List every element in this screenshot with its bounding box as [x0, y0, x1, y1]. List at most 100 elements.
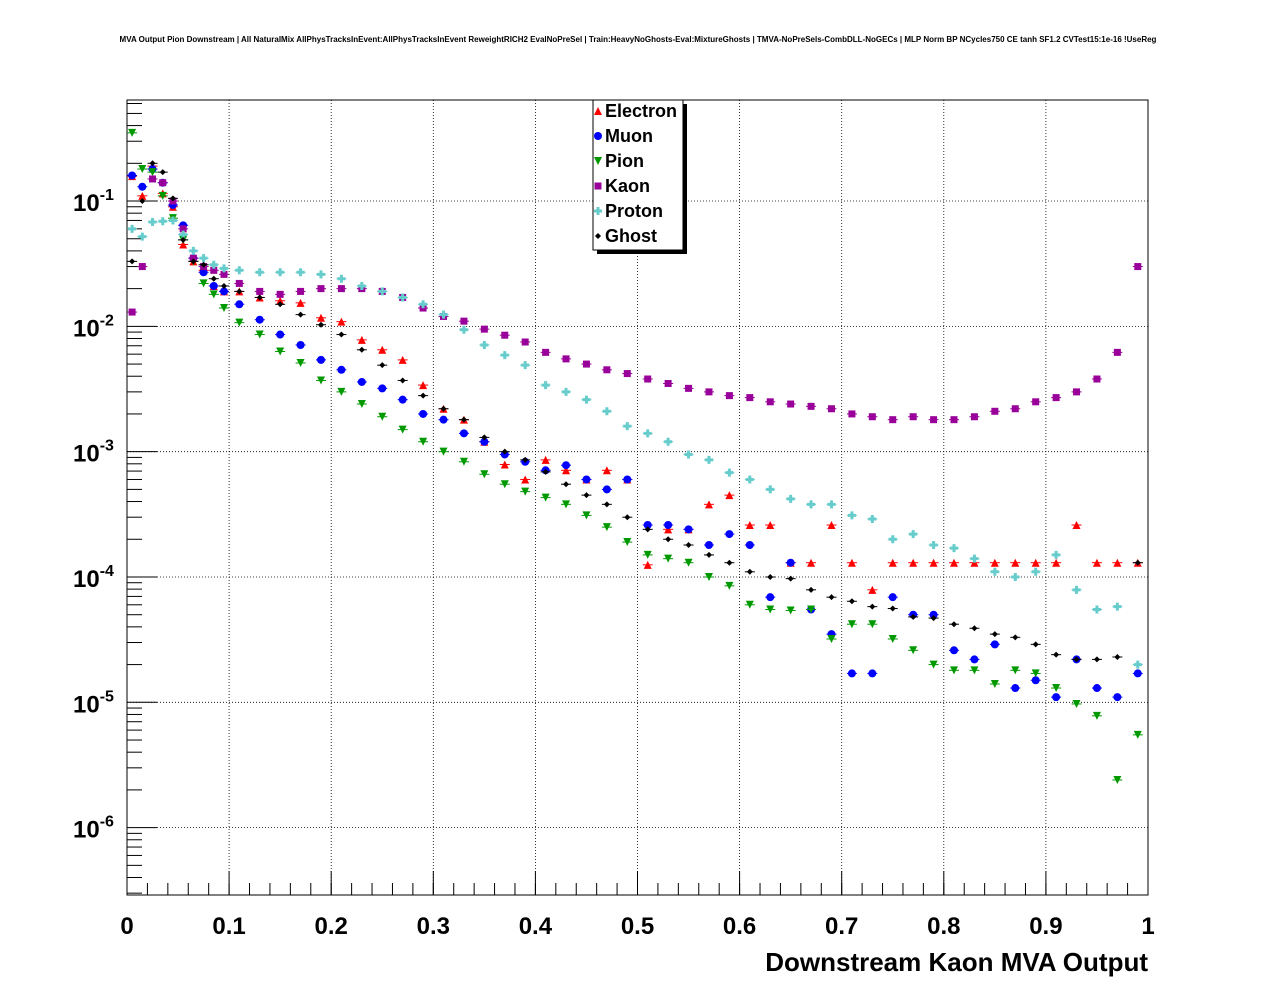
- data-point: [209, 281, 218, 290]
- data-point: [787, 575, 794, 582]
- data-point: [1052, 558, 1061, 567]
- data-point: [168, 216, 177, 225]
- data-point: [664, 520, 673, 529]
- data-point: [460, 317, 468, 325]
- data-point: [220, 282, 227, 289]
- data-point: [562, 466, 571, 475]
- data-point: [868, 620, 877, 629]
- data-point: [256, 294, 263, 301]
- data-point: [643, 429, 652, 438]
- legend-label: Proton: [605, 201, 663, 221]
- data-point: [725, 468, 734, 477]
- data-point: [255, 330, 264, 339]
- series-pion: [127, 128, 1143, 784]
- data-point: [603, 366, 611, 374]
- data-point: [210, 275, 217, 282]
- x-tick-label: 0.6: [723, 913, 756, 940]
- data-point: [786, 606, 795, 615]
- data-point: [480, 470, 489, 479]
- data-point: [1053, 651, 1060, 658]
- data-point: [521, 487, 530, 496]
- data-point: [296, 340, 305, 349]
- data-point: [562, 355, 570, 363]
- data-point: [725, 491, 734, 500]
- data-point: [664, 525, 673, 534]
- data-point: [337, 274, 346, 283]
- data-point: [1092, 558, 1101, 567]
- data-point: [276, 290, 284, 298]
- data-point: [664, 379, 672, 387]
- data-point: [180, 236, 187, 243]
- data-point: [128, 224, 137, 233]
- data-point: [1073, 656, 1080, 663]
- data-point: [684, 525, 693, 534]
- data-point: [684, 450, 693, 459]
- data-point: [807, 500, 816, 509]
- data-point: [129, 258, 136, 265]
- data-point: [970, 655, 979, 664]
- data-point: [158, 191, 167, 200]
- data-point: [909, 558, 918, 567]
- data-point: [158, 217, 167, 226]
- data-point: [379, 362, 386, 369]
- data-point: [1133, 730, 1142, 739]
- legend-label: Ghost: [605, 226, 657, 246]
- data-point: [337, 285, 345, 293]
- data-point: [808, 586, 815, 593]
- data-point: [827, 520, 836, 529]
- data-point: [704, 455, 713, 464]
- data-point: [746, 394, 754, 402]
- data-point: [847, 620, 856, 629]
- data-point: [500, 460, 509, 469]
- data-point: [179, 240, 188, 249]
- data-point: [521, 338, 529, 346]
- data-point: [337, 317, 346, 326]
- data-point: [582, 475, 591, 484]
- y-tick-base: 10: [73, 315, 100, 342]
- x-tick-label: 0.7: [825, 913, 858, 940]
- legend-marker: [595, 233, 601, 239]
- data-point: [316, 313, 325, 322]
- data-point: [889, 416, 897, 424]
- data-point: [439, 310, 448, 319]
- data-point: [159, 169, 166, 176]
- data-point: [888, 635, 897, 644]
- data-point: [190, 258, 197, 265]
- data-point: [869, 603, 876, 610]
- data-point: [220, 270, 228, 278]
- data-point: [970, 666, 979, 675]
- data-point: [623, 422, 632, 431]
- data-point: [848, 598, 855, 605]
- data-point: [1011, 558, 1020, 567]
- data-point: [542, 468, 549, 475]
- data-point: [766, 593, 775, 602]
- axes: 0 0.1 0.2 0.3 0.4 0.5 0.6 0.7 0.8 0.9 110-110-210-…: [73, 103, 1155, 940]
- data-point: [138, 263, 146, 271]
- data-point: [951, 621, 958, 628]
- data-point: [148, 168, 157, 177]
- data-point: [1052, 550, 1061, 559]
- data-point: [644, 526, 651, 533]
- data-point: [399, 377, 406, 384]
- data-point: [745, 540, 754, 549]
- y-tick-exponent: -6: [100, 814, 114, 831]
- data-point: [317, 285, 325, 293]
- data-point: [521, 361, 530, 370]
- data-point: [439, 447, 448, 456]
- data-point: [1113, 348, 1121, 356]
- data-point: [786, 558, 795, 567]
- data-point: [950, 666, 959, 675]
- data-point: [888, 593, 897, 602]
- data-point: [1113, 693, 1122, 702]
- data-point: [602, 466, 611, 475]
- data-point: [138, 191, 147, 200]
- data-point: [745, 600, 754, 609]
- data-point: [480, 437, 489, 446]
- y-tick-base: 10: [73, 441, 100, 468]
- data-point: [990, 558, 999, 567]
- data-point: [623, 475, 632, 484]
- x-tick-label: 1: [1141, 913, 1154, 940]
- data-point: [827, 635, 836, 644]
- data-point: [950, 558, 959, 567]
- x-tick-label: 0.2: [315, 913, 348, 940]
